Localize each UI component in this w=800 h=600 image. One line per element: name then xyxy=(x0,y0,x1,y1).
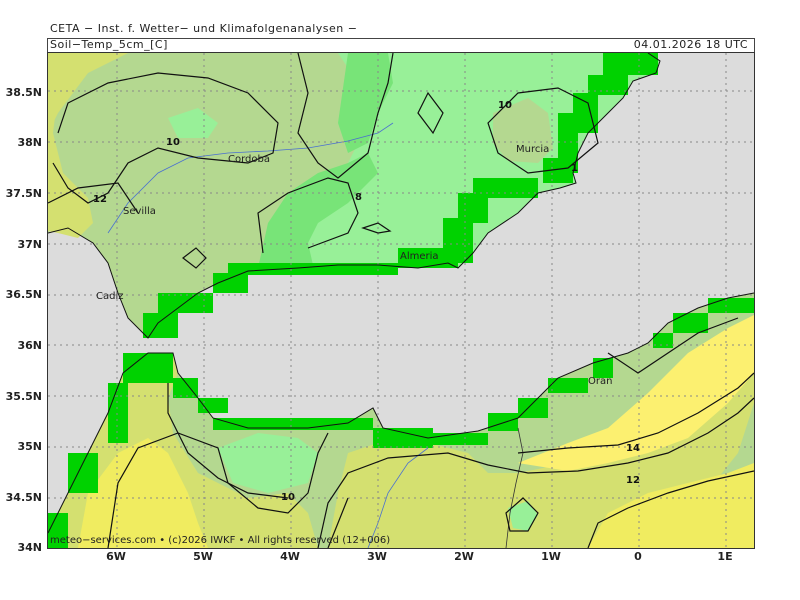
soil-temp-map: 10 12 8 10 10 12 14 1 Cordoba Sevilla Ca… xyxy=(48,53,754,548)
spain-west-yellow xyxy=(48,53,93,238)
lon-label: 4W xyxy=(280,550,300,563)
lat-label: 35N xyxy=(17,440,42,453)
map-panel: 10 12 8 10 10 12 14 1 Cordoba Sevilla Ca… xyxy=(47,52,755,549)
lon-label: 0 xyxy=(634,550,642,563)
contour-label-12-algeria: 12 xyxy=(626,475,640,486)
coastlines xyxy=(48,53,754,534)
murcia-pocket xyxy=(493,98,553,163)
lon-label: 5W xyxy=(193,550,213,563)
spain-darker-green-2 xyxy=(338,53,393,153)
gridlines xyxy=(48,53,754,548)
map-title: CETA − Inst. f. Wetter− und Klimafolgena… xyxy=(50,22,358,35)
lon-label: 2W xyxy=(454,550,474,563)
africa-coast xyxy=(48,292,754,534)
lat-label: 35.5N xyxy=(5,390,42,403)
lon-label: 6W xyxy=(106,550,126,563)
lat-label: 37.5N xyxy=(5,187,42,200)
lat-label: 38.5N xyxy=(5,86,42,99)
isotherm-12-spain xyxy=(48,182,139,214)
isotherm-10-murcia xyxy=(487,87,599,174)
contour-label-1-murcia: 1 xyxy=(571,163,578,174)
contour-label-10-murcia: 10 xyxy=(498,100,512,111)
isotherm-12-south xyxy=(587,470,754,548)
lat-label: 37N xyxy=(17,238,42,251)
contour-label-14-algeria: 14 xyxy=(626,443,640,454)
contour-label-10-morocco: 10 xyxy=(281,492,295,503)
city-sevilla: Sevilla xyxy=(123,206,156,217)
lon-label: 3W xyxy=(367,550,387,563)
isotherm-8-small-2 xyxy=(361,222,392,234)
lon-label: 1W xyxy=(541,550,561,563)
isotherm-10-small-ring xyxy=(505,497,539,532)
city-almeria: Almeria xyxy=(400,251,439,262)
africa-yellow-bright-west xyxy=(78,438,208,548)
isotherm-8-spain xyxy=(297,53,394,179)
spain-east-green xyxy=(258,53,660,268)
isotherm-14-africa xyxy=(517,372,754,454)
valid-time: 04.01.2026 18 UTC xyxy=(633,38,748,51)
spain-coastal-cells xyxy=(143,53,658,338)
africa-green-pocket xyxy=(218,433,318,493)
isotherm-10-south xyxy=(327,497,349,548)
contour-label-8-spain: 8 xyxy=(355,192,362,203)
contour-label-12-spain: 12 xyxy=(93,194,107,205)
subtitle-bar xyxy=(47,38,755,53)
city-oran: Oran xyxy=(588,376,612,387)
isotherm-10-spain xyxy=(52,72,279,204)
spain-green-blob xyxy=(168,108,218,138)
city-murcia: Murcia xyxy=(516,144,549,155)
africa-yellow-bright-east xyxy=(518,315,754,471)
spain-coast xyxy=(48,53,661,339)
lat-label: 34N xyxy=(17,541,42,554)
city-cadiz: Cadiz xyxy=(96,291,124,302)
lat-label: 34.5N xyxy=(5,491,42,504)
isotherm-14-africa-2 xyxy=(607,317,739,374)
spain-sw-yellow xyxy=(48,53,128,133)
africa-yellow-bright-south xyxy=(588,463,754,548)
spain-darker-green xyxy=(258,153,378,268)
lat-label: 36N xyxy=(17,339,42,352)
isotherms xyxy=(48,53,754,548)
parameter-label: Soil−Temp_5cm_[C] xyxy=(50,38,168,51)
footer-credit: meteo−services.com • (c)2026 IWKF • All … xyxy=(50,535,391,546)
africa-coastal-cells xyxy=(48,298,754,548)
isotherm-12-africa xyxy=(317,397,754,548)
lat-label: 38N xyxy=(17,136,42,149)
guadalquivir-river xyxy=(107,122,394,234)
isotherm-10-small-ring-2 xyxy=(182,247,207,269)
lat-label: 36.5N xyxy=(5,288,42,301)
city-cordoba: Cordoba xyxy=(228,154,270,165)
lon-label: 1E xyxy=(717,550,733,563)
contour-label-10-spain: 10 xyxy=(166,137,180,148)
isotherm-10-morocco-2 xyxy=(167,383,289,499)
isotherm-8-small xyxy=(417,91,444,135)
isotherm-8-spain-2 xyxy=(257,177,359,254)
africa-green-small xyxy=(508,501,538,531)
moulouya-river xyxy=(367,447,429,548)
